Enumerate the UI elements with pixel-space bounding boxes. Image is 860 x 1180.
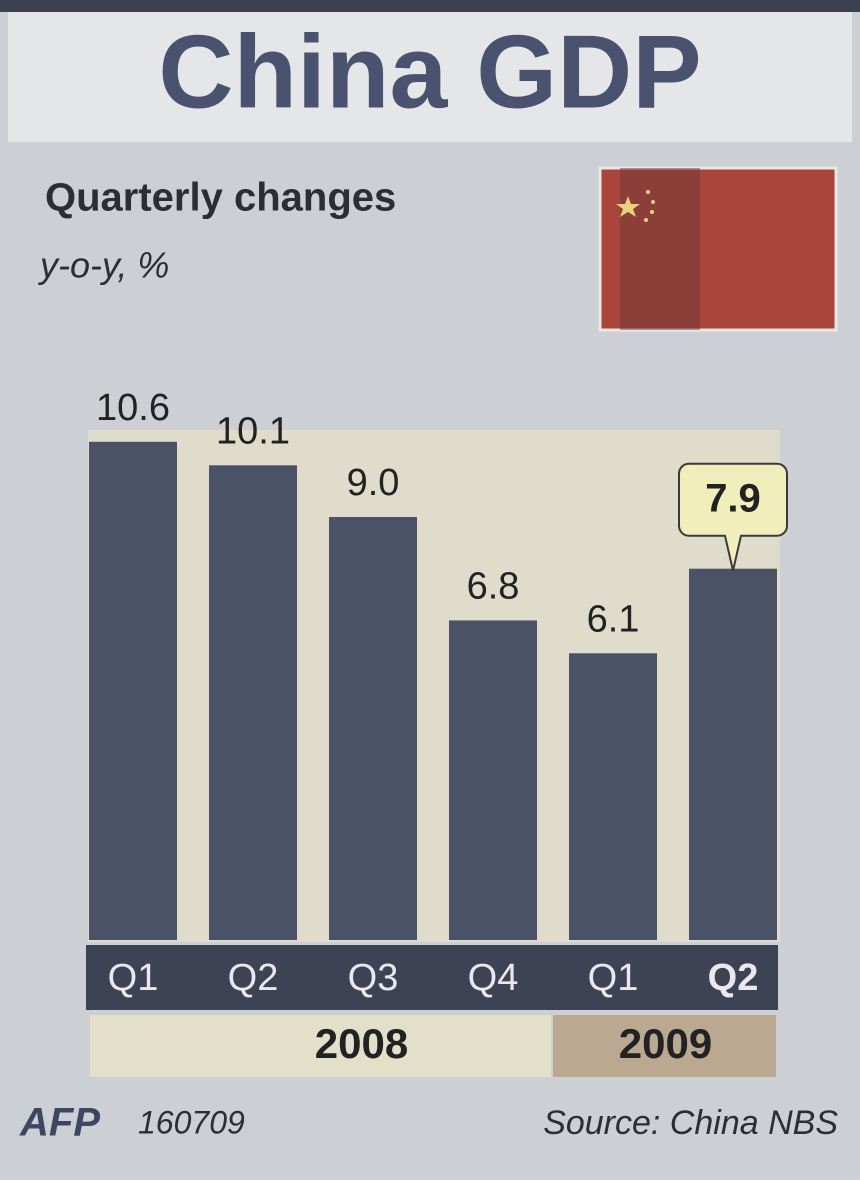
- bar: [689, 568, 777, 940]
- x-tick-label: Q2: [228, 957, 279, 999]
- group-band: [553, 1015, 776, 1077]
- value-label: 10.1: [216, 410, 290, 452]
- callout: [678, 462, 788, 571]
- date: 160709: [138, 1104, 245, 1140]
- x-tick-label: Q1: [588, 957, 639, 999]
- bar: [209, 465, 297, 940]
- source: Source: China NBS: [543, 1104, 838, 1142]
- bar: [449, 620, 537, 940]
- value-label: 6.8: [467, 565, 520, 607]
- x-tick-label: Q4: [468, 957, 519, 999]
- x-tick-label: Q2: [708, 957, 759, 999]
- chart-title: China GDP: [158, 14, 701, 130]
- subtitle: Quarterly changes: [45, 176, 396, 220]
- title-band: [8, 12, 852, 142]
- bar: [89, 441, 177, 940]
- plot-background: [88, 430, 780, 942]
- x-tick-label: Q3: [348, 957, 399, 999]
- bar: [569, 653, 657, 940]
- value-label: 7.9: [705, 476, 761, 520]
- bar: [329, 517, 417, 940]
- group-band: [90, 1015, 551, 1077]
- group-label: 2009: [619, 1020, 712, 1067]
- value-label: 9.0: [347, 462, 400, 504]
- x-tick-label: Q1: [108, 957, 159, 999]
- value-label: 6.1: [587, 598, 640, 640]
- value-label: 10.6: [96, 387, 170, 429]
- category-band: [86, 945, 778, 1010]
- top-stripe: [0, 0, 860, 12]
- credit: AFP: [19, 1101, 100, 1145]
- unit-label: y-o-y, %: [37, 245, 169, 286]
- group-label: 2008: [315, 1020, 408, 1067]
- flag: [598, 166, 838, 332]
